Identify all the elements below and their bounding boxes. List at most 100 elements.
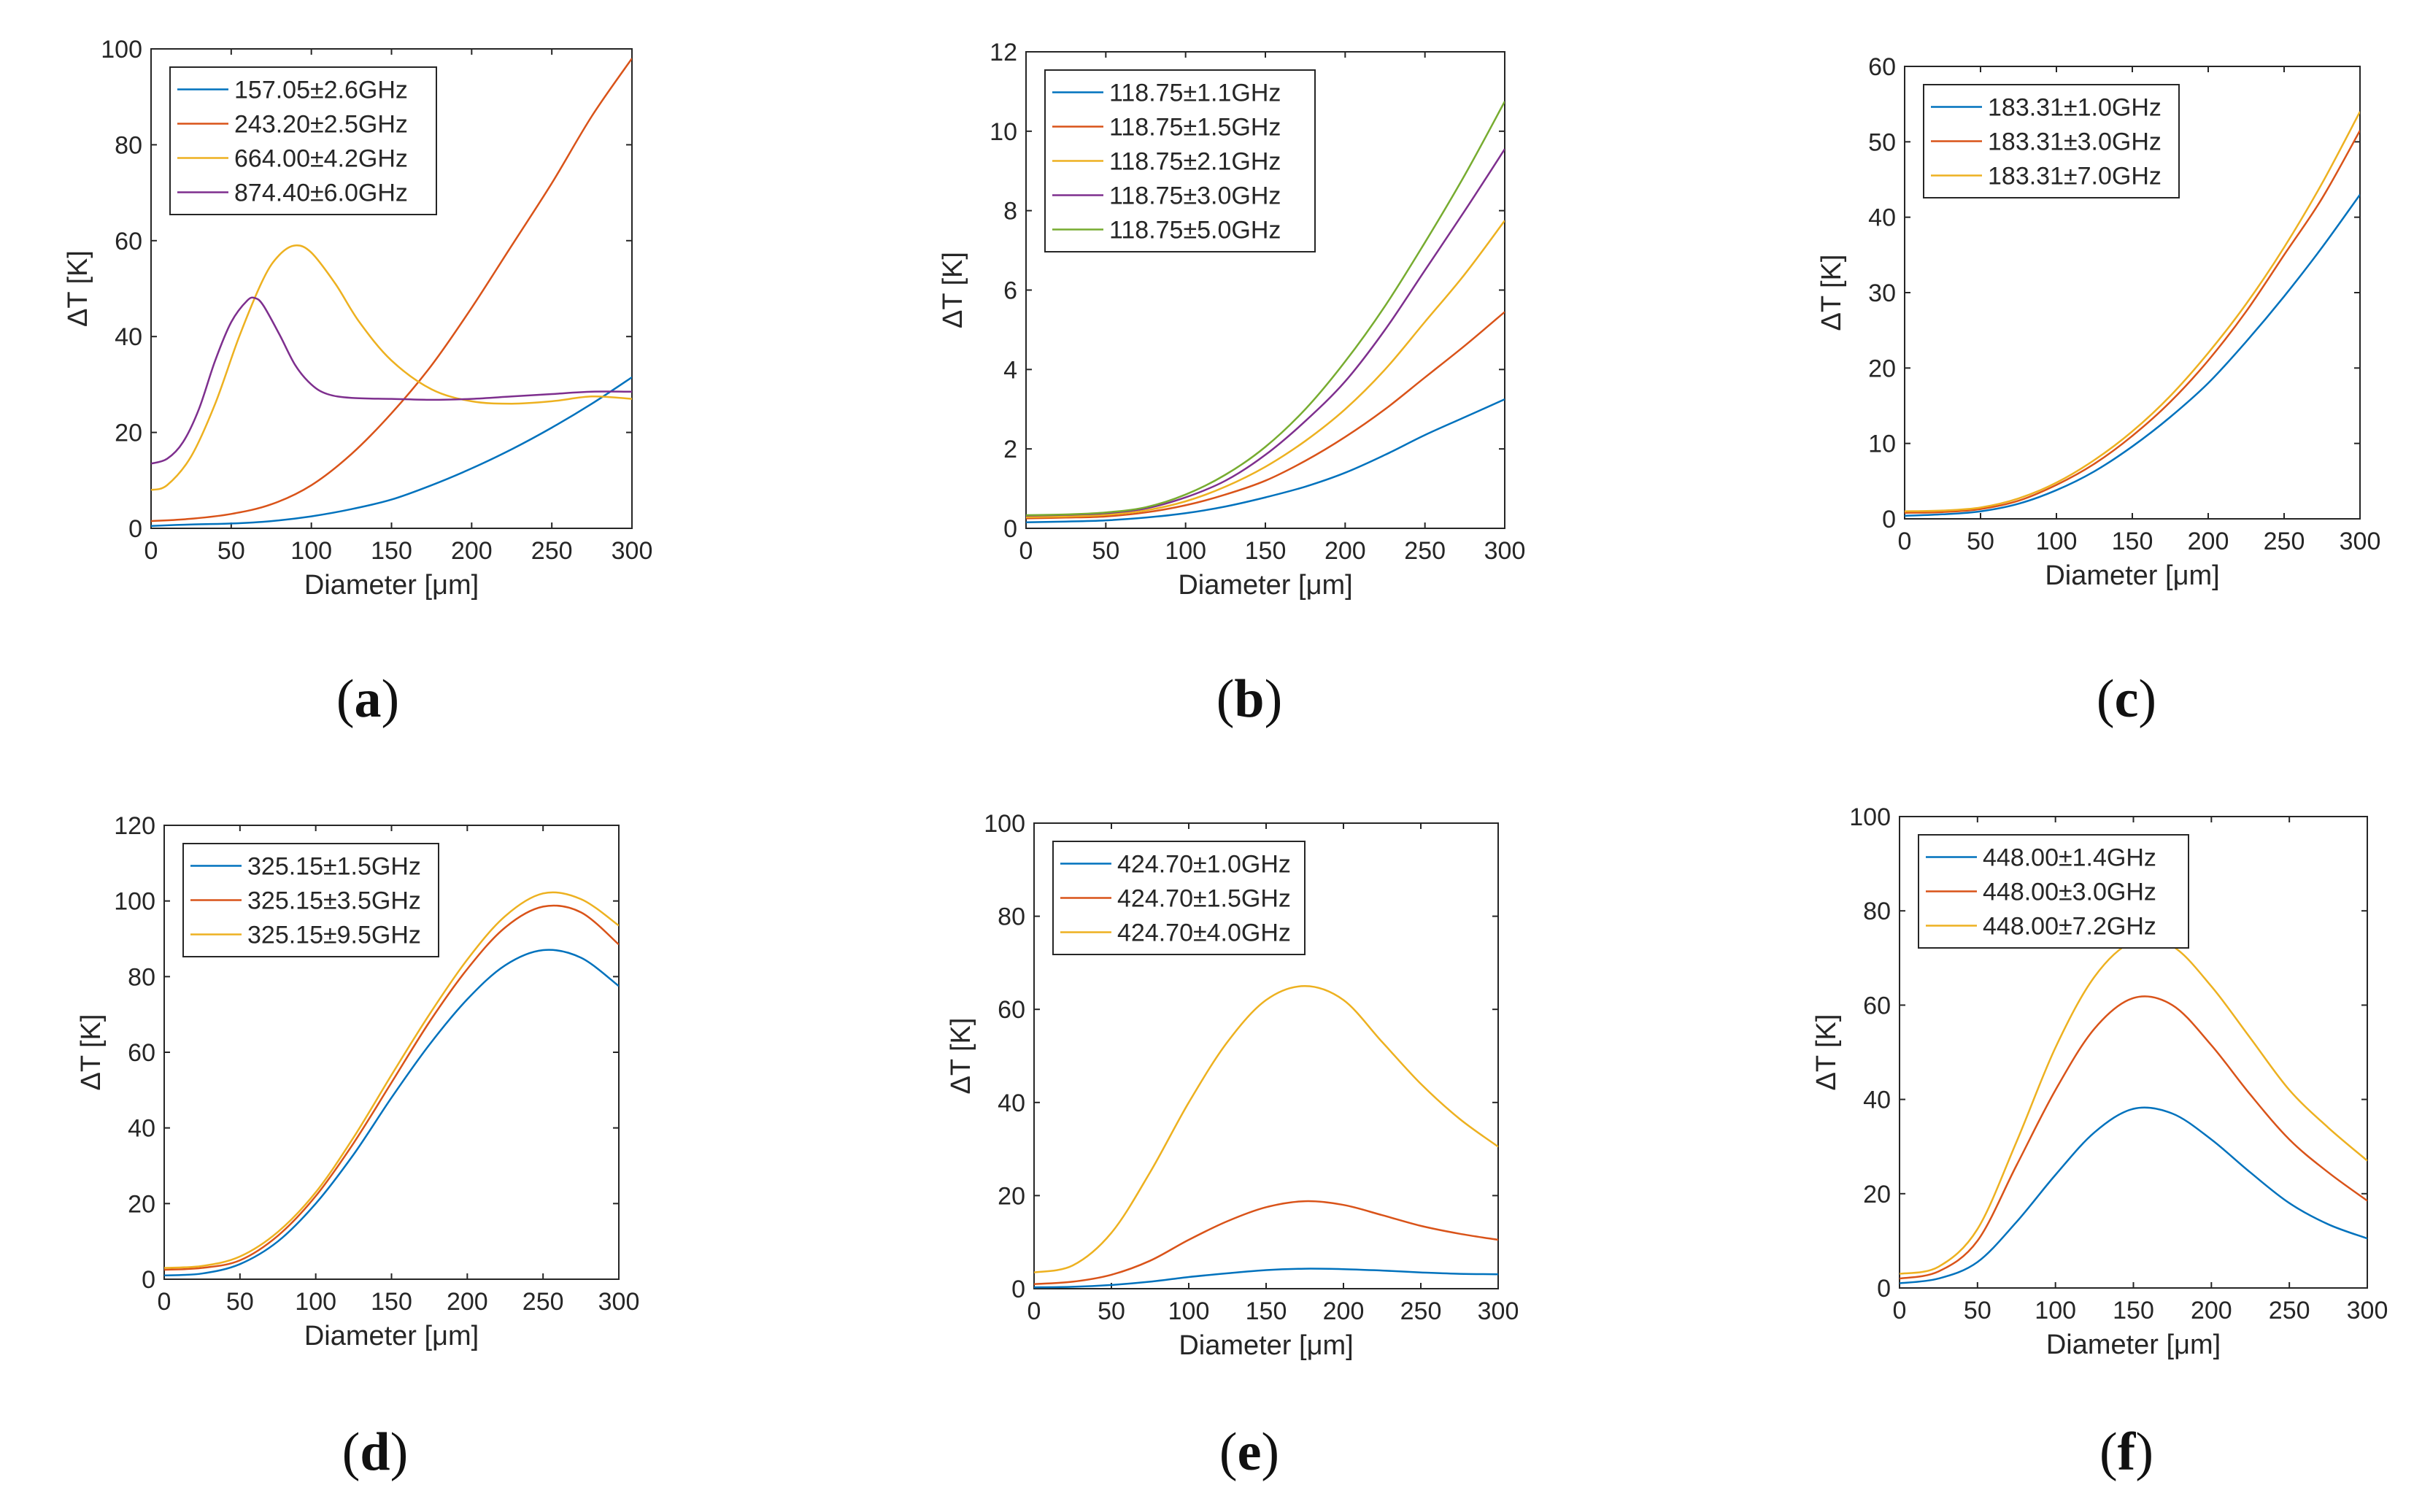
x-tick-label: 300 (598, 1288, 640, 1316)
x-tick-label: 50 (226, 1288, 254, 1316)
series-line-0 (151, 376, 632, 527)
series-line-2 (151, 244, 632, 491)
x-tick-label: 100 (2036, 528, 2078, 555)
legend-entry: 183.31±1.0GHz (1988, 94, 2162, 122)
panel-caption-letter: c (2114, 669, 2139, 729)
y-axis-label: ΔT [K] (946, 1018, 976, 1095)
y-tick-label: 60 (1863, 992, 1891, 1019)
y-tick-label: 80 (998, 903, 1025, 931)
y-tick-label: 0 (1003, 515, 1017, 543)
x-axis-label: Diameter [μm] (304, 1321, 479, 1351)
y-tick-label: 4 (1003, 356, 1017, 384)
panel-caption-d: (d) (342, 1422, 409, 1482)
legend-entry: 118.75±1.1GHz (1109, 80, 1281, 107)
x-tick-label: 100 (1165, 537, 1206, 565)
series-line-0 (1900, 1106, 2367, 1284)
panel-caption-letter: f (2117, 1422, 2136, 1482)
legend: 448.00±1.4GHz 448.00±3.0GHz 448.00±7.2GHz (1918, 834, 2189, 949)
series-line-1 (1905, 130, 2360, 514)
y-tick-label: 2 (1003, 436, 1017, 463)
x-axis-label: Diameter [μm] (2045, 560, 2219, 591)
legend-entry: 118.75±1.5GHz (1109, 114, 1281, 142)
legend-entry: 424.70±1.0GHz (1117, 851, 1291, 879)
legend: 157.05±2.6GHz 243.20±2.5GHz 664.00±4.2GHz 8… (169, 66, 437, 215)
legend-entry: 448.00±1.4GHz (1983, 844, 2156, 872)
legend-entry: 183.31±3.0GHz (1988, 128, 2162, 156)
y-tick-label: 60 (1868, 53, 1896, 81)
series-line-0 (1026, 398, 1505, 524)
series-line-1 (1026, 311, 1505, 520)
chart-panel-c: 0 50 100 150 200 250 300 0 10 20 30 40 50 60 Diameter … (1816, 53, 2380, 591)
y-tick-label: 100 (1849, 803, 1891, 831)
chart-panel-f: 0 50 100 150 200 250 300 0 20 40 60 80 100 Diameter [… (1811, 803, 2388, 1360)
x-tick-label: 0 (144, 537, 158, 565)
panel-caption-letter: b (1234, 669, 1265, 729)
y-tick-label: 20 (1863, 1181, 1891, 1208)
x-tick-label: 150 (1246, 1297, 1287, 1325)
x-tick-label: 50 (1967, 528, 1994, 555)
x-tick-label: 100 (2035, 1297, 2076, 1324)
legend-entry: 448.00±3.0GHz (1983, 879, 2156, 906)
series-line-4 (1026, 101, 1505, 517)
x-tick-label: 100 (1168, 1297, 1210, 1325)
series-line-1 (151, 58, 632, 522)
x-tick-label: 200 (2188, 528, 2229, 555)
y-tick-label: 0 (1877, 1275, 1891, 1303)
x-axis-label: Diameter [μm] (1179, 1330, 1353, 1361)
panel-caption-letter: e (1237, 1422, 1262, 1482)
series-line-0 (1905, 193, 2360, 517)
y-tick-label: 80 (1863, 898, 1891, 925)
x-tick-label: 300 (2340, 528, 2381, 555)
panel-caption-letter: a (354, 669, 382, 729)
legend: 118.75±1.1GHz 118.75±1.5GHz 118.75±2.1GHz 1… (1044, 69, 1316, 252)
y-tick-label: 12 (990, 39, 1017, 66)
x-axis-label: Diameter [μm] (1178, 570, 1352, 601)
x-tick-label: 0 (1893, 1297, 1907, 1324)
series-line-2 (1905, 111, 2360, 512)
x-axis-label: Diameter [μm] (2046, 1330, 2221, 1360)
y-tick-label: 40 (998, 1089, 1025, 1117)
y-tick-label: 100 (984, 810, 1025, 838)
legend-entry: 448.00±7.2GHz (1983, 913, 2156, 941)
x-tick-label: 250 (2269, 1297, 2310, 1324)
x-tick-label: 300 (2347, 1297, 2388, 1324)
series-line-1 (1034, 1200, 1498, 1285)
y-tick-label: 0 (142, 1266, 155, 1294)
y-tick-label: 50 (1868, 128, 1896, 156)
panel-caption-b: (b) (1216, 669, 1283, 729)
panel-caption-f: (f) (2099, 1422, 2153, 1482)
panel-caption-letter: d (360, 1422, 390, 1482)
x-tick-label: 200 (1324, 537, 1366, 565)
x-tick-label: 300 (612, 537, 653, 565)
x-tick-label: 200 (451, 537, 493, 565)
chart-panel-e: 0 50 100 150 200 250 300 0 20 40 60 80 100 Diameter [… (946, 810, 1519, 1361)
legend: 424.70±1.0GHz 424.70±1.5GHz 424.70±4.0GHz (1052, 841, 1306, 955)
y-tick-label: 0 (128, 515, 142, 543)
series-line-0 (164, 949, 619, 1277)
legend-entry: 118.75±3.0GHz (1109, 182, 1281, 210)
y-tick-label: 40 (1868, 204, 1896, 232)
legend-entry: 183.31±7.0GHz (1988, 163, 2162, 190)
chart-panel-d: 0 50 100 150 200 250 300 0 20 40 60 80 100 120 Diamete… (76, 812, 639, 1351)
x-tick-label: 50 (1098, 1297, 1125, 1325)
y-tick-label: 40 (115, 323, 142, 351)
panel-caption-a: (a) (336, 669, 400, 729)
y-tick-label: 80 (128, 963, 155, 991)
legend-entry: 118.75±5.0GHz (1109, 217, 1281, 244)
y-tick-label: 60 (115, 228, 142, 255)
x-tick-label: 300 (1484, 537, 1526, 565)
legend-entry: 325.15±9.5GHz (247, 922, 421, 949)
x-tick-label: 150 (2112, 528, 2153, 555)
series-line-2 (1026, 220, 1505, 519)
y-tick-label: 10 (990, 118, 1017, 146)
chart-panel-b: 0 50 100 150 200 250 300 0 2 4 6 8 10 12 Diameter [μm]… (938, 39, 1525, 601)
y-tick-label: 80 (115, 131, 142, 159)
x-tick-label: 150 (371, 537, 412, 565)
x-tick-label: 250 (1404, 537, 1446, 565)
legend-entry: 325.15±1.5GHz (247, 853, 421, 881)
y-tick-label: 6 (1003, 277, 1017, 305)
legend-entry: 874.40±6.0GHz (234, 180, 408, 207)
legend-entry: 118.75±2.1GHz (1109, 148, 1281, 176)
panel-caption-e: (e) (1219, 1422, 1280, 1482)
